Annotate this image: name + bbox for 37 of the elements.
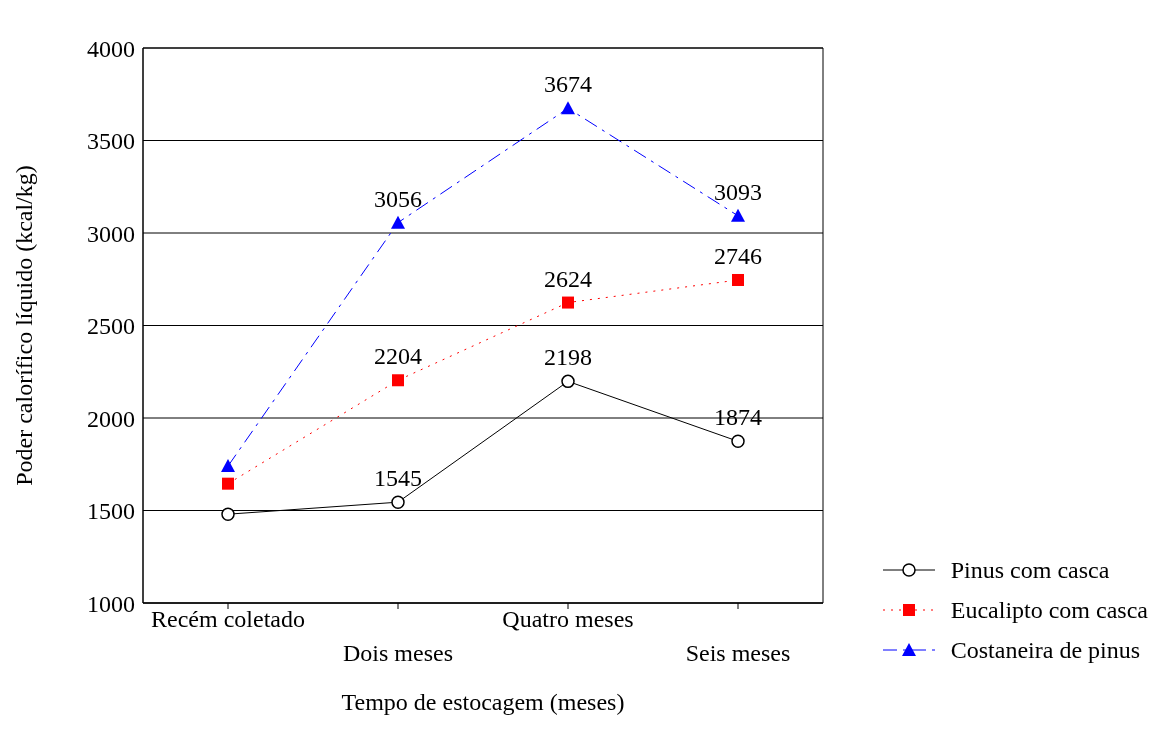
x-tick-label: Seis meses bbox=[685, 640, 791, 666]
data-label: 2204 bbox=[374, 343, 422, 370]
y-tick-label: 3500 bbox=[87, 128, 135, 155]
y-tick-label: 1500 bbox=[87, 498, 135, 525]
legend-label: Pinus com casca bbox=[950, 556, 1110, 584]
y-axis-title: Poder calorífico líquido (kcal/kg) bbox=[10, 165, 37, 486]
y-tick-label: 3000 bbox=[87, 220, 135, 247]
point bbox=[391, 215, 405, 229]
data-label: 1545 bbox=[374, 465, 422, 492]
point bbox=[392, 374, 404, 387]
point bbox=[221, 507, 235, 521]
x-tick-label: Quatro meses bbox=[502, 606, 634, 632]
data-label: 2198 bbox=[544, 344, 592, 371]
y-tick-label: 2000 bbox=[87, 405, 135, 432]
data-label: 2624 bbox=[544, 265, 592, 292]
legend-label: Costaneira de pinus bbox=[950, 636, 1141, 664]
point bbox=[561, 101, 575, 115]
point bbox=[562, 296, 574, 309]
data-label: 2746 bbox=[714, 242, 762, 269]
y-tick-label: 1000 bbox=[87, 590, 135, 617]
point bbox=[391, 495, 405, 509]
legend-label: Eucalipto com casca bbox=[950, 596, 1148, 624]
data-label: 1874 bbox=[714, 404, 762, 431]
y-tick-label: 4000 bbox=[87, 35, 135, 62]
point bbox=[731, 434, 745, 449]
x-tick-label: Recém coletado bbox=[151, 606, 305, 632]
point bbox=[221, 459, 235, 473]
data-label: 3056 bbox=[374, 185, 422, 212]
point bbox=[731, 208, 745, 222]
point bbox=[561, 374, 575, 389]
point bbox=[222, 477, 234, 490]
y-tick-label: 2500 bbox=[87, 313, 135, 340]
data-label: 3093 bbox=[714, 178, 762, 205]
x-axis-title: Tempo de estocagem (meses) bbox=[341, 689, 625, 716]
x-tick-label: Dois meses bbox=[343, 640, 453, 666]
data-label: 3674 bbox=[544, 71, 592, 98]
point bbox=[732, 273, 744, 286]
